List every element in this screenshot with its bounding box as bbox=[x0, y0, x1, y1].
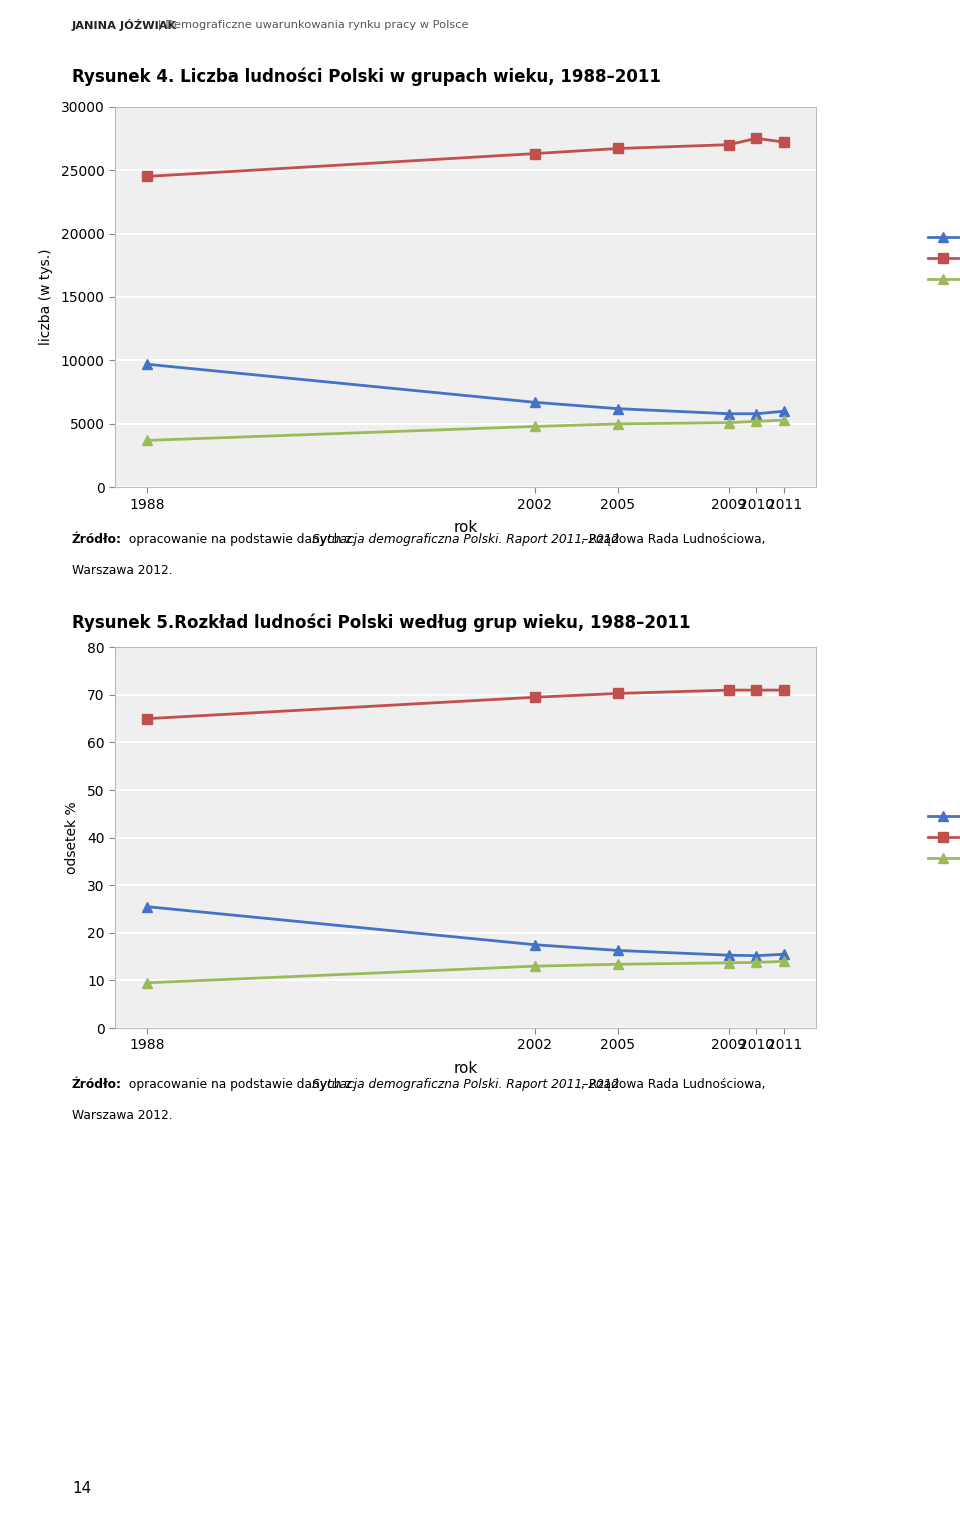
Text: , Rządowa Rada Ludnościowa,: , Rządowa Rada Ludnościowa, bbox=[581, 533, 765, 547]
15-64 bbox=[723, 681, 734, 699]
15-64 bbox=[612, 139, 624, 157]
Text: 14: 14 bbox=[72, 1480, 91, 1496]
65+ bbox=[529, 417, 540, 436]
15-64 bbox=[612, 684, 624, 702]
65+ bbox=[723, 413, 734, 433]
0-14 bbox=[612, 941, 624, 959]
65+ bbox=[529, 956, 540, 975]
65+ bbox=[751, 413, 762, 431]
15-64 bbox=[141, 168, 153, 186]
65+ bbox=[612, 414, 624, 433]
15-64 bbox=[751, 129, 762, 148]
Line: 65+: 65+ bbox=[142, 956, 789, 988]
Line: 0-14: 0-14 bbox=[142, 902, 789, 961]
Line: 15-64: 15-64 bbox=[142, 685, 789, 723]
65+ bbox=[141, 431, 153, 449]
Text: Sytuacja demograficzna Polski. Raport 2011–2012: Sytuacja demograficzna Polski. Raport 20… bbox=[312, 533, 619, 547]
Text: Warszawa 2012.: Warszawa 2012. bbox=[72, 1109, 173, 1122]
Text: Warszawa 2012.: Warszawa 2012. bbox=[72, 564, 173, 577]
65+ bbox=[141, 973, 153, 991]
65+ bbox=[612, 955, 624, 973]
Line: 65+: 65+ bbox=[142, 416, 789, 445]
Legend: 0-14, 15-64, 65+: 0-14, 15-64, 65+ bbox=[927, 810, 960, 865]
0-14 bbox=[723, 405, 734, 423]
Text: Źródło:: Źródło: bbox=[72, 533, 122, 547]
Text: Rysunek 4. Liczba ludności Polski w grupach wieku, 1988–2011: Rysunek 4. Liczba ludności Polski w grup… bbox=[72, 67, 660, 85]
0-14 bbox=[141, 355, 153, 373]
15-64 bbox=[141, 710, 153, 728]
Text: Źródło:: Źródło: bbox=[72, 1078, 122, 1092]
0-14 bbox=[529, 935, 540, 953]
Text: opracowanie na podstawie danych z:: opracowanie na podstawie danych z: bbox=[125, 533, 359, 547]
Text: Sytuacja demograficzna Polski. Raport 2011–2012: Sytuacja demograficzna Polski. Raport 20… bbox=[312, 1078, 619, 1092]
0-14 bbox=[751, 947, 762, 966]
X-axis label: rok: rok bbox=[453, 1062, 478, 1075]
0-14 bbox=[779, 402, 790, 420]
Line: 15-64: 15-64 bbox=[142, 134, 789, 181]
0-14 bbox=[529, 393, 540, 411]
Text: , Rządowa Rada Ludnościowa,: , Rządowa Rada Ludnościowa, bbox=[581, 1078, 765, 1092]
0-14 bbox=[779, 946, 790, 964]
15-64 bbox=[779, 681, 790, 699]
Text: | Demograficzne uwarunkowania rynku pracy w Polsce: | Demograficzne uwarunkowania rynku prac… bbox=[154, 20, 468, 29]
Legend: 0-14, 15-64, 65+: 0-14, 15-64, 65+ bbox=[927, 231, 960, 286]
65+ bbox=[751, 953, 762, 972]
15-64 bbox=[529, 145, 540, 163]
0-14 bbox=[751, 405, 762, 423]
0-14 bbox=[141, 897, 153, 915]
15-64 bbox=[779, 133, 790, 151]
Text: Rysunek 5.Rozkład ludności Polski według grup wieku, 1988–2011: Rysunek 5.Rozkład ludności Polski według… bbox=[72, 614, 690, 632]
Text: JANINA JÓŹWIAK: JANINA JÓŹWIAK bbox=[72, 20, 178, 30]
X-axis label: rok: rok bbox=[453, 521, 478, 535]
15-64 bbox=[723, 136, 734, 154]
15-64 bbox=[529, 688, 540, 707]
Y-axis label: liczba (w tys.): liczba (w tys.) bbox=[38, 248, 53, 346]
15-64 bbox=[751, 681, 762, 699]
65+ bbox=[723, 953, 734, 972]
Text: opracowanie na podstawie danych z:: opracowanie na podstawie danych z: bbox=[125, 1078, 359, 1092]
65+ bbox=[779, 411, 790, 429]
0-14 bbox=[612, 399, 624, 417]
Line: 0-14: 0-14 bbox=[142, 359, 789, 419]
65+ bbox=[779, 952, 790, 970]
Y-axis label: odsetek %: odsetek % bbox=[65, 801, 79, 874]
0-14 bbox=[723, 946, 734, 964]
